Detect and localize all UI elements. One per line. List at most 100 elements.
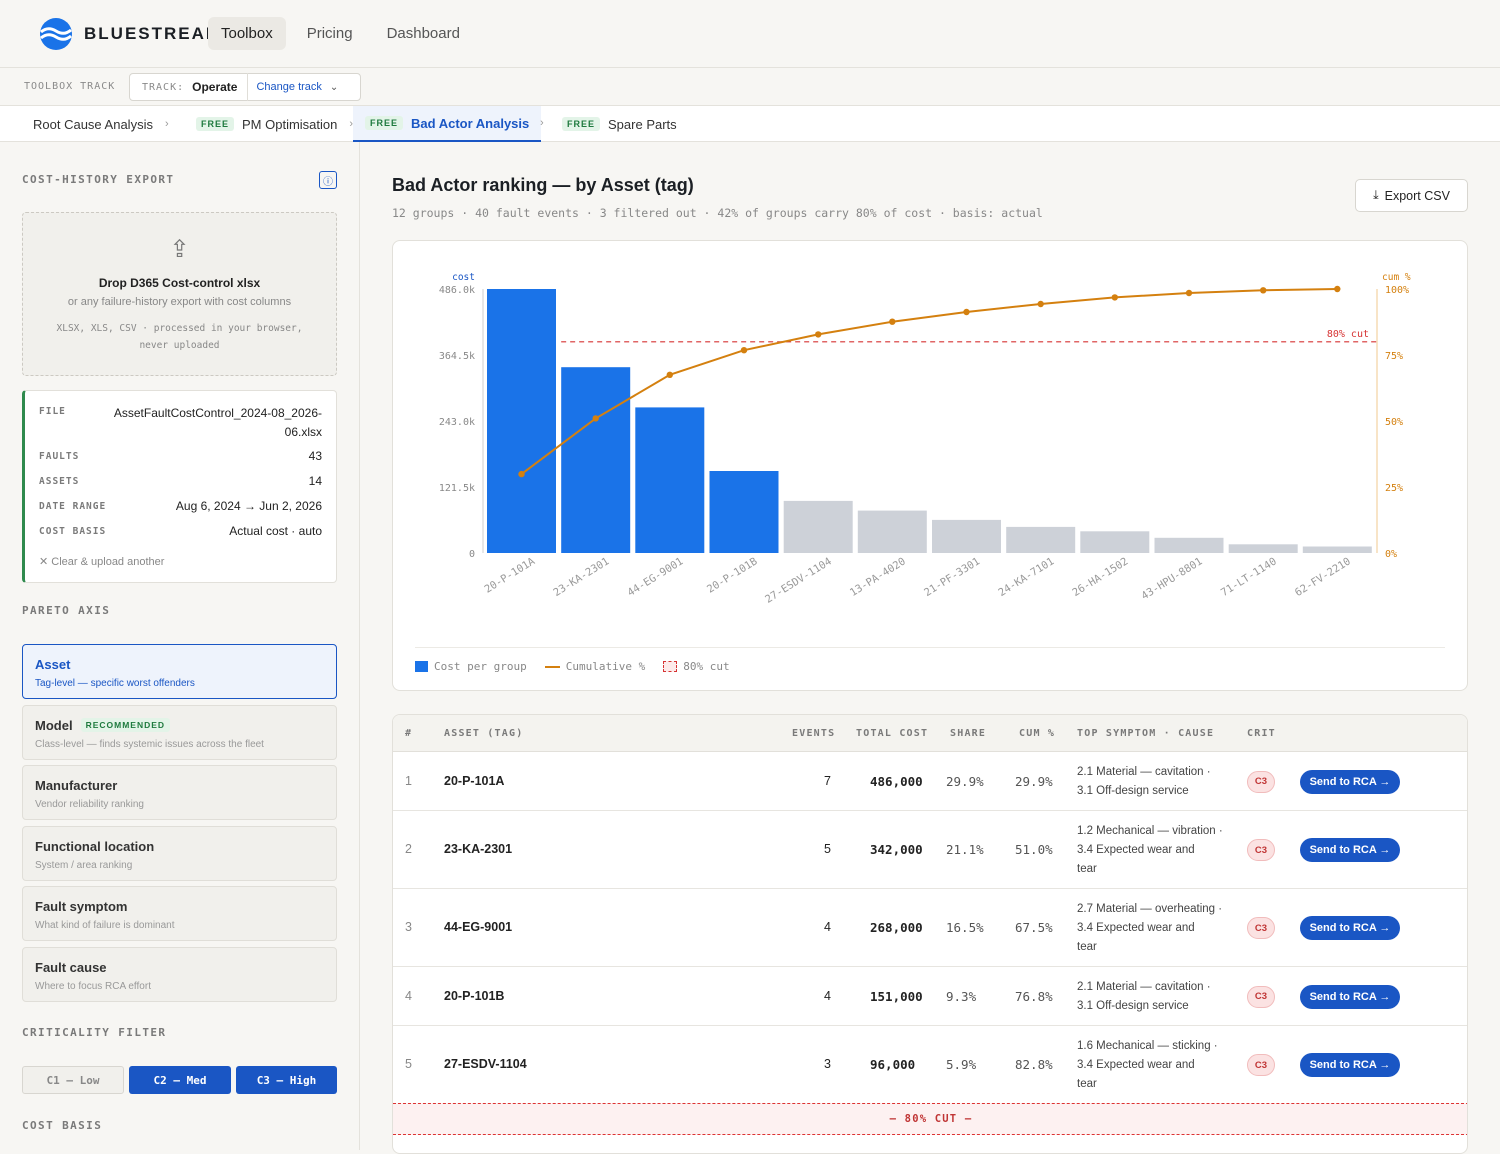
- axis-option-desc: Class-level — finds systemic issues acro…: [35, 739, 264, 750]
- chevron-down-icon[interactable]: ⌄: [329, 81, 339, 93]
- col-total-cost: TOTAL COST: [856, 728, 929, 739]
- axis-option-manufacturer[interactable]: Manufacturer Vendor reliability ranking: [22, 765, 337, 820]
- cumulative-point: [815, 331, 822, 338]
- row-asset-tag: 23-KA-2301: [444, 842, 513, 856]
- row-cum: 29.9%: [1015, 773, 1053, 789]
- axis-option-desc: System / area ranking: [35, 860, 133, 871]
- tab-pm-optimisation[interactable]: FREE PM Optimisation ›: [196, 106, 353, 142]
- cause-line: tear: [1077, 862, 1097, 875]
- row-cum: 82.8%: [1015, 1057, 1053, 1072]
- x-tick-label: 44-EG-9001: [625, 555, 685, 599]
- cost-history-title: COST-HISTORY EXPORT: [22, 173, 175, 186]
- cumulative-point: [1037, 300, 1044, 308]
- nav-toolbox[interactable]: Toolbox: [208, 17, 286, 50]
- send-to-rca-button[interactable]: Send to RCA →: [1300, 916, 1400, 940]
- table-row[interactable]: 5 27-ESDV-1104 3 96,000 5.9% 82.8% 1.6 Mechani…: [393, 1026, 1467, 1104]
- axis-option-desc: Vendor reliability ranking: [35, 799, 144, 810]
- nav-pricing[interactable]: Pricing: [306, 25, 353, 42]
- cause-line: 2.7 Material — overheating ·: [1077, 902, 1223, 915]
- legend-item: Cost per group: [434, 660, 527, 673]
- axis-option-title: Fault cause: [35, 960, 107, 975]
- table-row[interactable]: 3 44-EG-9001 4 268,000 16.5% 67.5% 2.7 Materia…: [393, 889, 1467, 967]
- clear-upload-button[interactable]: ✕ Clear & upload another: [39, 555, 164, 568]
- send-to-rca-button[interactable]: Send to RCA →: [1300, 838, 1400, 862]
- chevron-right-icon: ›: [349, 118, 354, 130]
- y-tick-right: 100%: [1385, 285, 1409, 296]
- recommended-badge: RECOMMENDED: [80, 718, 171, 732]
- track-selector[interactable]: TRACK: Operate Change track ⌄: [129, 73, 361, 101]
- chart-bar: [1228, 544, 1298, 553]
- axis-option-functional-location[interactable]: Functional location System / area rankin…: [22, 826, 337, 881]
- chart-bar: [561, 367, 631, 553]
- row-total-cost: 342,000: [870, 842, 923, 857]
- row-symptom-cause: 2.1 Material — cavitation · 3.1 Off-desig…: [1077, 763, 1211, 801]
- chart-bar: [1154, 537, 1224, 553]
- y-tick-left: 121.5k: [439, 483, 475, 494]
- file-dropzone[interactable]: ⇪ Drop D365 Cost-control xlsx or any fai…: [22, 212, 337, 376]
- dropzone-note: XLSX, XLS, CSV · processed in your brows…: [56, 323, 303, 351]
- bad-actor-table: # ASSET (TAG) EVENTS TOTAL COST SHARE CU…: [392, 714, 1468, 1154]
- crit-c1-button[interactable]: C1 — Low: [22, 1066, 124, 1094]
- table-row[interactable]: 2 23-KA-2301 5 342,000 21.1% 51.0% 1.2 Mechani…: [393, 811, 1467, 889]
- y-tick-right: 25%: [1385, 483, 1403, 494]
- brand-name: Bluestream: [84, 24, 223, 43]
- row-share: 5.9%: [946, 1057, 977, 1072]
- export-csv-button[interactable]: ⤓ Export CSV: [1355, 179, 1468, 212]
- send-to-rca-button[interactable]: Send to RCA →: [1300, 984, 1400, 1009]
- row-total-cost: 96,000: [870, 1057, 916, 1072]
- col-events: EVENTS: [792, 728, 836, 739]
- change-track-link[interactable]: Change track: [256, 81, 322, 93]
- nav-dashboard[interactable]: Dashboard: [386, 25, 460, 42]
- x-tick-label: 13-PA-4020: [848, 555, 908, 599]
- row-share: 29.9%: [946, 773, 984, 789]
- col-rank: #: [405, 728, 413, 739]
- tool-tabs: Root Cause Analysis › FREE PM Optimisati…: [0, 106, 1500, 142]
- track-bar: TOOLBOX TRACK TRACK: Operate Change trac…: [0, 68, 1500, 106]
- y-tick-right: 75%: [1385, 351, 1403, 362]
- x-tick-label: 71-LT-1140: [1219, 555, 1279, 599]
- brand-logo[interactable]: Bluestream: [38, 16, 222, 52]
- cause-line: 2.1 Material — cavitation ·: [1077, 980, 1211, 993]
- x-tick-label: 20-P-101B: [705, 555, 760, 595]
- table-row[interactable]: 1 20-P-101A 7 486,000 29.9% 29.9% 2.1 Material…: [393, 752, 1467, 811]
- chart-bar: [1080, 531, 1150, 553]
- axis-option-fault-symptom[interactable]: Fault symptom What kind of failure is do…: [22, 886, 337, 941]
- send-to-rca-button[interactable]: Send to RCA →: [1300, 1053, 1400, 1077]
- row-total-cost: 486,000: [870, 773, 923, 789]
- crit-c2-button[interactable]: C2 — Med: [129, 1066, 231, 1094]
- col-asset: ASSET (TAG): [444, 728, 524, 739]
- col-top-symptom-cause: TOP SYMPTOM · CAUSE: [1077, 728, 1215, 739]
- info-icon[interactable]: ⓘ: [319, 171, 337, 189]
- cumulative-point: [518, 470, 525, 478]
- axis-option-model[interactable]: Model RECOMMENDED Class-level — finds sys…: [22, 705, 337, 760]
- dropzone-subtitle: or any failure-history export with cost …: [67, 296, 292, 308]
- axis-option-asset[interactable]: Asset Tag-level — specific worst offende…: [22, 644, 337, 699]
- top-nav: Bluestream Toolbox Pricing Dashboard: [0, 0, 1500, 68]
- chart-bar: [783, 500, 853, 553]
- col-share: SHARE: [950, 728, 987, 739]
- table-row[interactable]: 4 20-P-101B 4 151,000 9.3% 76.8% 2.1 Material …: [393, 967, 1467, 1026]
- crit-c3-button[interactable]: C3 — High: [236, 1066, 337, 1094]
- tab-spare-parts[interactable]: FREE Spare Parts: [562, 106, 677, 142]
- free-badge: FREE: [562, 117, 601, 131]
- pareto-chart[interactable]: cost cum % 0 121.5k 243.0k 364.5k 486.0k 0% 25% 5…: [393, 241, 1469, 651]
- cause-line: 3.1 Off-design service: [1077, 784, 1189, 797]
- criticality-filter-title: CRITICALITY FILTER: [22, 1026, 167, 1039]
- row-events: 3: [824, 1057, 831, 1071]
- legend-bar-swatch: [415, 661, 428, 672]
- date-range-label: DATE RANGE: [39, 501, 107, 512]
- chart-bar: [709, 471, 779, 553]
- y-axis-right-label: cum %: [1382, 272, 1411, 283]
- clear-upload-label: Clear & upload another: [51, 556, 165, 568]
- axis-option-desc: What kind of failure is dominant: [35, 920, 175, 931]
- cause-line: tear: [1077, 1077, 1097, 1090]
- row-cum: 67.5%: [1015, 920, 1053, 935]
- row-events: 4: [824, 920, 831, 934]
- tab-root-cause-analysis[interactable]: Root Cause Analysis ›: [33, 106, 169, 142]
- row-cum: 76.8%: [1015, 988, 1053, 1004]
- send-to-rca-button[interactable]: Send to RCA →: [1300, 769, 1400, 794]
- cause-line: 2.1 Material — cavitation ·: [1077, 765, 1211, 778]
- tab-bad-actor-analysis[interactable]: FREE Bad Actor Analysis: [353, 106, 542, 142]
- axis-option-fault-cause[interactable]: Fault cause Where to focus RCA effort: [22, 947, 337, 1002]
- cumulative-point: [1111, 294, 1118, 301]
